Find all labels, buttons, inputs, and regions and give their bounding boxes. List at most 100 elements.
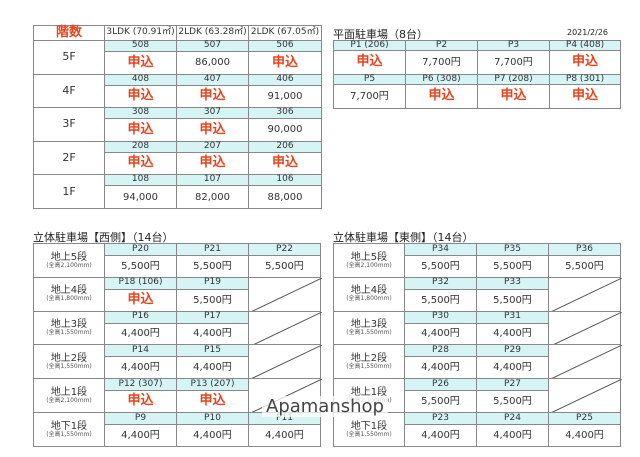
room-status: 91,000 (248, 84, 322, 109)
diagonal (549, 379, 622, 414)
space-price: 4,400円 (176, 322, 249, 346)
room-status: 86,000 (176, 51, 249, 75)
empty-cell (248, 344, 322, 381)
level-name: 地上3段 (50, 319, 88, 331)
level-name: 地上3段 (350, 319, 388, 331)
space-price: 5,500円 (404, 255, 477, 278)
floor-label: 1F (33, 174, 105, 209)
space-price: 4,400円 (404, 322, 477, 346)
section-title: 平面駐車場（8台） (333, 28, 428, 41)
level-label: 地上4段 (全高1,800mm) (333, 276, 405, 312)
room-status: 申込 (248, 51, 322, 75)
space-status: 申込 (405, 84, 478, 109)
level-label: 地上5段 (全高2,100mm) (33, 243, 105, 278)
header-cell: 2LDK (67.05㎡) (248, 25, 322, 41)
level-label: 地下1段 (全高1,550mm) (33, 412, 105, 447)
diagonal (249, 311, 322, 347)
space-price: 申込 (104, 288, 177, 312)
space-price: 4,400円 (404, 356, 477, 380)
level-height: (全高1,550mm) (346, 362, 392, 370)
empty-cell (548, 276, 622, 313)
space-price: 5,500円 (176, 288, 249, 312)
room-status: 88,000 (248, 185, 322, 209)
room-status: 申込 (104, 151, 177, 176)
level-name: 地上4段 (350, 285, 388, 297)
room-status: 申込 (176, 84, 249, 109)
empty-cell (548, 310, 622, 347)
room-status: 94,000 (104, 185, 177, 209)
level-height: (全高1,550mm) (46, 362, 92, 370)
space-status: 申込 (333, 50, 406, 75)
space-price: 5,500円 (404, 390, 477, 413)
level-label: 地上5段 (全高2,100mm) (333, 243, 405, 278)
level-name: 地下1段 (350, 420, 388, 432)
level-name: 地上4段 (50, 285, 88, 297)
room-status: 申込 (248, 151, 322, 176)
space-status: 申込 (549, 84, 621, 109)
space-price: 4,400円 (104, 322, 177, 346)
space-price: 5,500円 (476, 288, 549, 312)
level-label: 地上3段 (全高1,550mm) (333, 310, 405, 346)
section-title: 立体駐車場【東側】（14台） (333, 231, 474, 244)
level-height: (全高2,100mm) (346, 261, 392, 269)
level-height: (全高1,550mm) (46, 329, 92, 337)
section-title: 立体駐車場【西側】（14台） (33, 231, 174, 244)
room-status: 申込 (104, 84, 177, 109)
space-price: 4,400円 (476, 356, 549, 380)
room-status: 申込 (176, 151, 249, 176)
room-status: 82,000 (176, 185, 249, 209)
level-name: 地上5段 (350, 251, 388, 263)
space-price: 申込 (176, 390, 249, 413)
diagonal (249, 277, 322, 313)
level-height: (全高1,800mm) (346, 295, 392, 303)
space-price: 4,400円 (104, 424, 177, 447)
space-status: 7,700円 (333, 84, 406, 109)
diagonal (549, 345, 622, 381)
space-price: 4,400円 (176, 424, 249, 447)
empty-cell (248, 310, 322, 347)
level-label: 地上1段(全高2,100mm) (33, 378, 105, 413)
space-status: 7,700円 (477, 50, 550, 75)
floor-label: 4F (33, 73, 105, 109)
space-price: 4,400円 (476, 322, 549, 346)
room-status: 申込 (104, 51, 177, 75)
space-price: 5,500円 (404, 288, 477, 312)
level-name: 地上2段 (350, 352, 388, 364)
space-price: 4,400円 (176, 356, 249, 380)
space-price: 5,500円 (104, 255, 177, 278)
level-label: 地上4段 (全高1,800mm) (33, 276, 105, 312)
space-price: 5,500円 (176, 255, 249, 278)
level-label: 地上2段 (全高1,550mm) (333, 344, 405, 380)
room-status: 申込 (176, 118, 249, 142)
level-label: 地上2段 (全高1,550mm) (33, 344, 105, 380)
level-height: (全高1,550mm) (46, 430, 92, 438)
diagonal (549, 311, 622, 347)
diagonal (549, 277, 622, 313)
space-status: 申込 (477, 84, 550, 109)
level-height: (全高2,100mm) (46, 396, 92, 404)
space-price: 4,400円 (476, 424, 549, 447)
floor-label: 5F (33, 40, 105, 75)
level-name: 地上2段 (50, 352, 88, 364)
space-price: 4,400円 (104, 356, 177, 380)
space-price: 申込 (104, 390, 177, 413)
level-name: 地上1段 (50, 386, 88, 398)
room-status: 申込 (104, 118, 177, 142)
level-name: 地下1段 (50, 420, 88, 432)
level-height: (全高1,800mm) (46, 295, 92, 303)
header-cell: 2LDK (63.28㎡) (176, 25, 249, 41)
level-height: (全高1,550mm) (346, 329, 392, 337)
floor-label: 2F (33, 140, 105, 176)
space-price: 5,500円 (548, 255, 621, 278)
level-name: 地上1段 (350, 386, 388, 398)
watermark: Apamanshop (262, 396, 388, 417)
space-price: 5,500円 (248, 255, 321, 278)
header-cell: 階数 (33, 25, 105, 41)
level-height: (全高2,100mm) (46, 261, 92, 269)
space-price: 4,400円 (248, 424, 321, 447)
space-status: 申込 (549, 50, 621, 75)
space-price: 5,500円 (476, 255, 549, 278)
space-price: 4,400円 (548, 424, 621, 447)
empty-cell (548, 344, 622, 381)
